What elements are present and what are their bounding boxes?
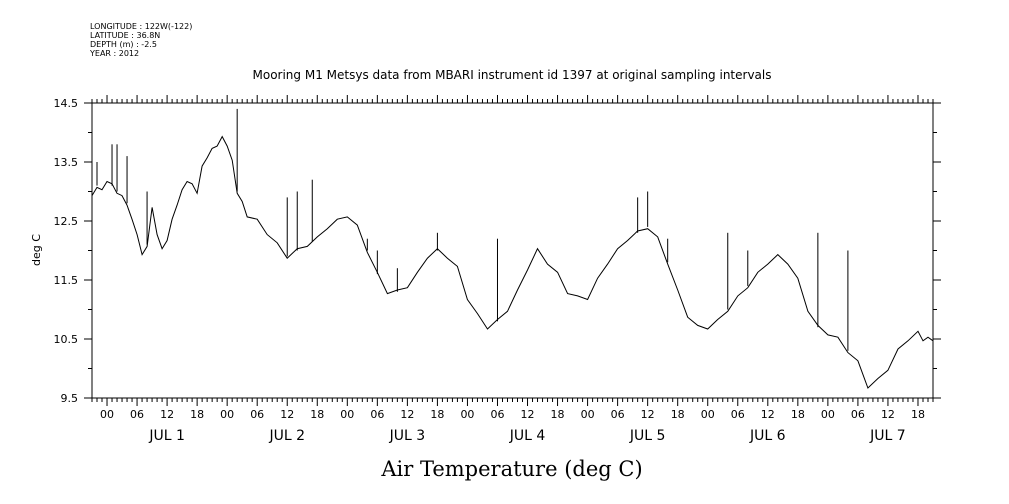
day-label: JUL 5 bbox=[629, 428, 666, 444]
day-label: JUL 1 bbox=[148, 428, 185, 444]
air-temperature-line bbox=[91, 135, 934, 389]
axis-ticks bbox=[91, 95, 934, 406]
x-tick-label: 18 bbox=[551, 408, 565, 421]
x-tick-label: 00 bbox=[821, 408, 835, 421]
x-tick-label: 00 bbox=[220, 408, 234, 421]
x-tick-label: 06 bbox=[611, 408, 625, 421]
y-axis: 9.5 10.5 11.5 12.5 13.5 14.5 bbox=[54, 97, 941, 405]
metadata-latitude: LATITUDE : 36.8N bbox=[90, 31, 161, 40]
x-tick-label: 00 bbox=[581, 408, 595, 421]
x-tick-label: 12 bbox=[280, 408, 294, 421]
day-label: JUL 2 bbox=[268, 428, 305, 444]
x-axis: 00 06 12 18 00 06 12 18 00 06 12 18 00 06 12 18 00 06 12 18… bbox=[100, 408, 925, 421]
x-tick-label: 18 bbox=[190, 408, 204, 421]
x-tick-label: 00 bbox=[460, 408, 474, 421]
x-tick-label: 12 bbox=[881, 408, 895, 421]
x-tick-label: 18 bbox=[911, 408, 925, 421]
x-tick-label: 06 bbox=[250, 408, 264, 421]
x-axis-label: Air Temperature (deg C) bbox=[380, 457, 642, 481]
y-tick-label: 10.5 bbox=[54, 333, 79, 346]
day-label: JUL 4 bbox=[509, 428, 546, 444]
x-tick-label: 06 bbox=[490, 408, 504, 421]
metadata-longitude: LONGITUDE : 122W(-122) bbox=[90, 22, 193, 31]
y-tick-label: 12.5 bbox=[54, 215, 79, 228]
x-tick-label: 00 bbox=[100, 408, 114, 421]
metadata-year: YEAR : 2012 bbox=[90, 49, 140, 58]
x-tick-label: 12 bbox=[160, 408, 174, 421]
metadata-depth: DEPTH (m) : -2.5 bbox=[90, 40, 157, 49]
x-tick-label: 18 bbox=[671, 408, 685, 421]
x-tick-label: 12 bbox=[641, 408, 655, 421]
x-tick-label: 06 bbox=[851, 408, 865, 421]
x-tick-label: 06 bbox=[731, 408, 745, 421]
day-labels: JUL 1 JUL 2 JUL 3 JUL 4 JUL 5 JUL 6 JUL 7 bbox=[148, 428, 905, 444]
day-label: JUL 6 bbox=[749, 428, 786, 444]
y-tick-label: 9.5 bbox=[61, 392, 79, 405]
x-tick-label: 18 bbox=[430, 408, 444, 421]
y-tick-label: 14.5 bbox=[54, 97, 79, 110]
x-tick-label: 06 bbox=[370, 408, 384, 421]
spike-marks bbox=[96, 108, 849, 351]
day-label: JUL 7 bbox=[869, 428, 906, 444]
x-tick-label: 12 bbox=[761, 408, 775, 421]
x-tick-label: 00 bbox=[701, 408, 715, 421]
x-tick-label: 12 bbox=[521, 408, 535, 421]
day-label: JUL 3 bbox=[389, 428, 426, 444]
x-tick-label: 18 bbox=[791, 408, 805, 421]
x-tick-label: 12 bbox=[400, 408, 414, 421]
y-tick-label: 13.5 bbox=[54, 156, 79, 169]
plot-frame bbox=[91, 102, 934, 399]
y-axis-label: deg C bbox=[30, 234, 43, 266]
x-tick-label: 06 bbox=[130, 408, 144, 421]
chart-title: Mooring M1 Metsys data from MBARI instru… bbox=[253, 68, 772, 82]
x-tick-label: 18 bbox=[310, 408, 324, 421]
x-tick-label: 00 bbox=[340, 408, 354, 421]
y-tick-label: 11.5 bbox=[54, 274, 79, 287]
